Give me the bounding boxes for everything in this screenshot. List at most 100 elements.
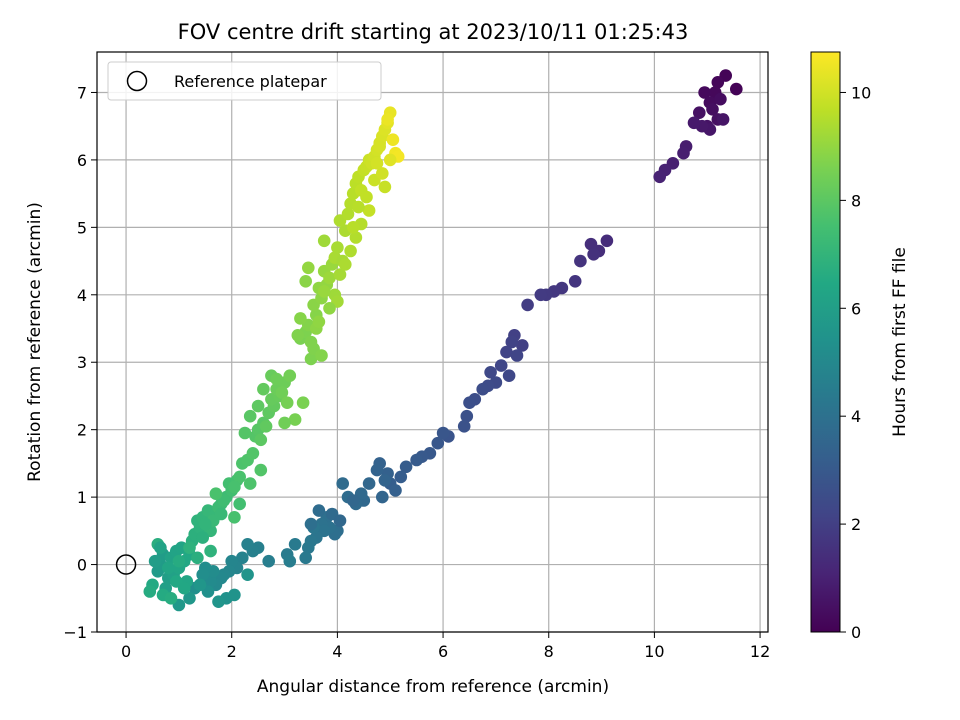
data-point (228, 480, 241, 494)
x-tick-label: 12 (750, 642, 770, 661)
legend: Reference platepar (107, 61, 382, 101)
data-point (333, 268, 347, 281)
data-point (714, 92, 727, 106)
data-point (693, 106, 706, 119)
data-point (463, 396, 476, 410)
data-point (241, 568, 254, 581)
x-tick-label: 10 (644, 642, 664, 661)
data-point (336, 477, 350, 490)
data-point (587, 248, 600, 261)
data-point (183, 541, 196, 554)
data-point (410, 453, 423, 467)
data-point (143, 585, 157, 598)
data-point (323, 302, 336, 315)
colorbar-label: Hours from first FF file (890, 247, 910, 437)
data-point (716, 113, 730, 126)
data-point (333, 514, 347, 527)
data-point (381, 113, 394, 126)
data-point (291, 329, 305, 342)
colorbar-tick-label: 2 (851, 515, 861, 534)
data-point (299, 551, 313, 565)
legend-marker-reference (126, 70, 148, 92)
grid (97, 52, 768, 633)
data-point (653, 170, 666, 184)
data-point (315, 349, 328, 362)
data-point (502, 369, 516, 383)
data-point (510, 349, 524, 362)
data-point (209, 487, 223, 501)
data-point (233, 497, 246, 511)
data-point (711, 76, 725, 89)
data-point (521, 298, 534, 312)
data-point (278, 416, 291, 430)
colorbar-tick-label: 6 (851, 299, 861, 318)
data-point (568, 275, 582, 288)
data-point (378, 180, 392, 194)
data-point (389, 484, 402, 497)
y-tick-label: 6 (77, 151, 87, 170)
data-point (257, 382, 270, 396)
y-tick-label: 1 (77, 488, 87, 507)
data-point (383, 153, 397, 167)
data-point (323, 271, 336, 285)
data-point (677, 146, 690, 160)
data-point (317, 285, 331, 298)
data-point (251, 399, 265, 413)
data-point (376, 490, 389, 504)
data-point (730, 82, 743, 96)
data-point (436, 426, 450, 440)
y-tick-label: 4 (77, 286, 87, 305)
data-point (500, 345, 513, 359)
data-point (225, 554, 238, 568)
data-point (302, 261, 315, 275)
legend-box (107, 61, 382, 101)
data-point (296, 396, 310, 410)
data-point (574, 254, 587, 268)
data-point (698, 86, 711, 99)
data-point (214, 507, 228, 521)
y-axis-label: Rotation from reference (arcmin) (25, 202, 45, 482)
data-point (177, 581, 191, 595)
data-point (196, 531, 209, 544)
colorbar-tick-label: 0 (851, 623, 861, 642)
data-point (534, 288, 548, 302)
data-point (460, 409, 474, 423)
data-point (183, 592, 196, 605)
data-point (204, 544, 217, 558)
data-point (341, 207, 355, 221)
x-axis: 0 2 4 6 8 10 12 (121, 632, 770, 661)
data-points (115, 69, 743, 612)
colorbar (810, 51, 841, 633)
data-point (317, 234, 331, 248)
reference-platepar-marker (115, 554, 137, 575)
data-point (172, 554, 186, 568)
chart-title: FOV centre drift starting at 2023/10/11 … (178, 20, 689, 44)
data-point (243, 477, 257, 490)
data-point (457, 420, 471, 433)
data-point (362, 204, 376, 217)
data-point (238, 426, 252, 440)
data-point (370, 157, 384, 170)
data-point (706, 103, 719, 116)
data-point (687, 116, 701, 130)
data-point (270, 372, 283, 386)
x-tick-label: 4 (332, 642, 342, 661)
data-point (370, 463, 384, 477)
data-point (394, 470, 408, 484)
plot-frame (96, 51, 769, 633)
data-point (212, 595, 225, 608)
data-point (312, 315, 326, 329)
data-point (275, 386, 289, 399)
data-point (246, 447, 260, 460)
data-point (339, 258, 352, 271)
data-point (191, 551, 204, 565)
data-point (196, 568, 209, 581)
data-point (164, 592, 178, 605)
data-point (600, 234, 614, 248)
data-point (346, 494, 360, 507)
data-point (352, 200, 365, 214)
data-point (373, 140, 387, 153)
data-point (386, 133, 400, 146)
data-point (288, 538, 302, 551)
